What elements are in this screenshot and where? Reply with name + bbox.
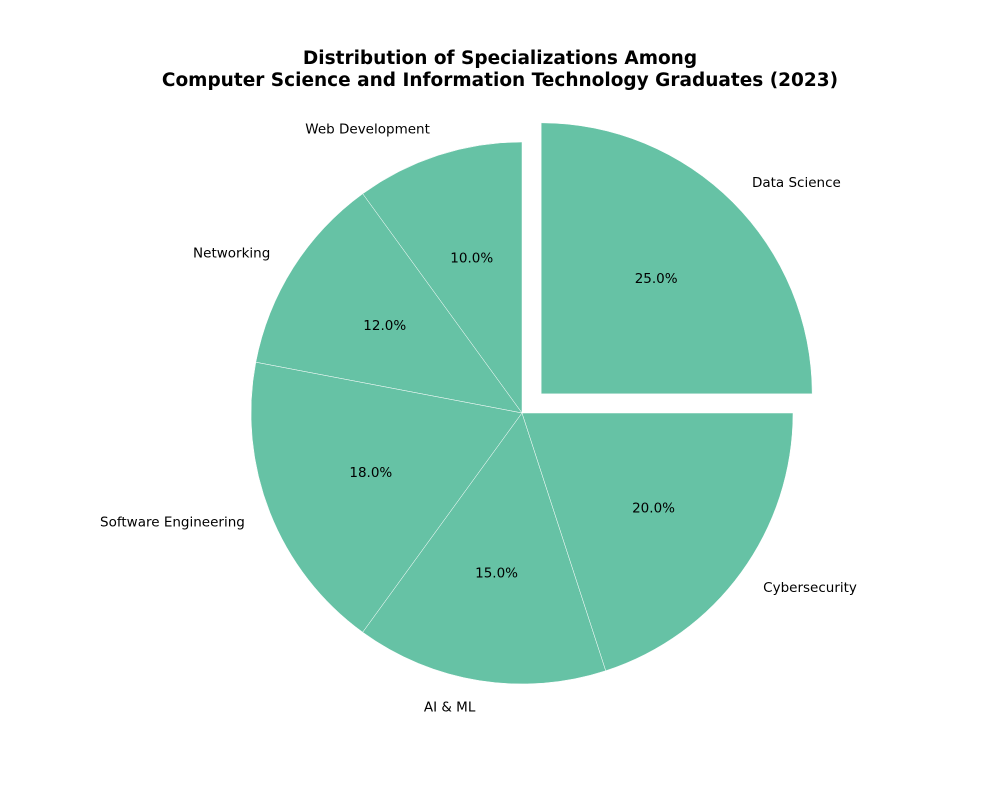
chart-title-line-1: Distribution of Specializations Among [302,48,698,69]
pie-slice-web-development [362,141,523,414]
category-label-ai-and-ml: AI & ML [424,699,476,715]
category-label-software-engineering: Software Engineering [100,515,245,531]
pct-label-networking: 12.0% [363,318,406,334]
category-label-cybersecurity: Cybersecurity [763,580,857,596]
chart-title: Distribution of Specializations Among Co… [0,48,1000,92]
category-label-networking: Networking [193,245,270,261]
pct-label-data-science: 25.0% [635,271,678,287]
pie-labels: 10.0% Web Development 12.0% Networking 18.0%… [100,121,857,715]
pie-slice-data-science [540,122,813,395]
pie-slices [250,122,813,685]
pct-label-web-development: 10.0% [450,250,493,266]
pct-label-software-engineering: 18.0% [349,465,392,481]
category-label-data-science: Data Science [752,175,841,191]
pie-slice-software-engineering [250,361,523,633]
pct-label-cybersecurity: 20.0% [632,501,675,517]
category-label-web-development: Web Development [305,121,430,137]
pie-slice-networking [255,193,523,414]
pie-slice-cybersecurity [521,412,794,672]
pie-slice-ai-and-ml [362,412,607,685]
pct-label-ai-and-ml: 15.0% [475,566,518,582]
chart-title-line-2: Computer Science and Information Technol… [161,70,839,91]
